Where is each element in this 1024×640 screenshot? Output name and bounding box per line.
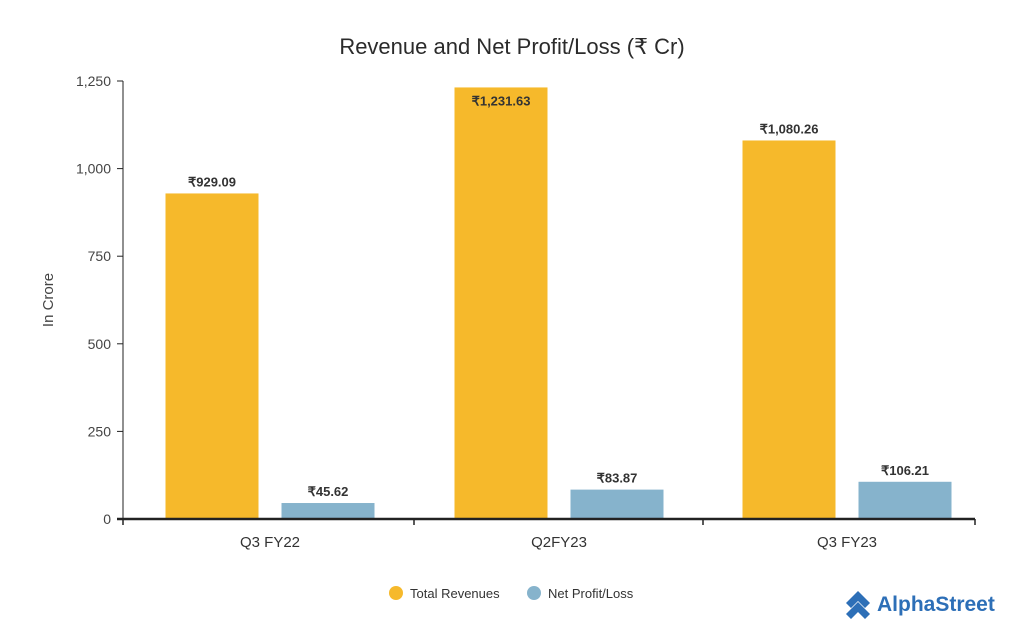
alphastreet-logo: AlphaStreet	[846, 591, 995, 619]
bars-group	[165, 87, 952, 519]
legend: Total Revenues Net Profit/Loss	[389, 586, 634, 601]
category-label: Q2FY23	[531, 534, 587, 551]
y-tick-label: 500	[88, 336, 112, 352]
data-label: ₹1,231.63	[472, 93, 531, 108]
alphastreet-logo-icon	[846, 591, 870, 619]
profit-bar	[570, 489, 664, 519]
data-labels-group: ₹929.09 ₹1,231.63 ₹1,080.26 ₹45.62 ₹83.87 ₹10…	[188, 93, 929, 499]
data-label: ₹83.87	[597, 471, 638, 486]
revenue-bar	[742, 140, 836, 519]
data-label: ₹106.21	[881, 463, 929, 478]
chart-title: Revenue and Net Profit/Loss (₹ Cr)	[339, 34, 684, 59]
brand-name: AlphaStreet	[877, 593, 995, 616]
legend-label: Net Profit/Loss	[548, 586, 634, 601]
legend-label: Total Revenues	[410, 586, 500, 601]
y-tick-label: 750	[88, 248, 112, 264]
y-axis-ticks: 0 250 500 750 1,000 1,250	[76, 73, 123, 527]
legend-item: Net Profit/Loss	[527, 586, 634, 601]
y-tick-label: 250	[88, 423, 112, 439]
y-tick-label: 1,000	[76, 161, 111, 177]
category-label: Q3 FY23	[817, 534, 877, 551]
legend-swatch	[389, 586, 403, 600]
category-label: Q3 FY22	[240, 534, 300, 551]
y-tick-label: 0	[103, 511, 111, 527]
data-label: ₹45.62	[308, 484, 349, 499]
y-axis-label: In Crore	[40, 273, 57, 327]
profit-bar	[858, 481, 952, 519]
revenue-bar	[165, 193, 259, 519]
y-tick-label: 1,250	[76, 73, 111, 89]
data-label: ₹929.09	[188, 174, 236, 189]
profit-bar	[281, 503, 375, 519]
category-labels-group: Q3 FY22 Q2FY23 Q3 FY23	[122, 519, 976, 551]
data-label: ₹1,080.26	[760, 121, 819, 136]
revenue-bar	[454, 87, 548, 519]
legend-swatch	[527, 586, 541, 600]
legend-item: Total Revenues	[389, 586, 500, 601]
